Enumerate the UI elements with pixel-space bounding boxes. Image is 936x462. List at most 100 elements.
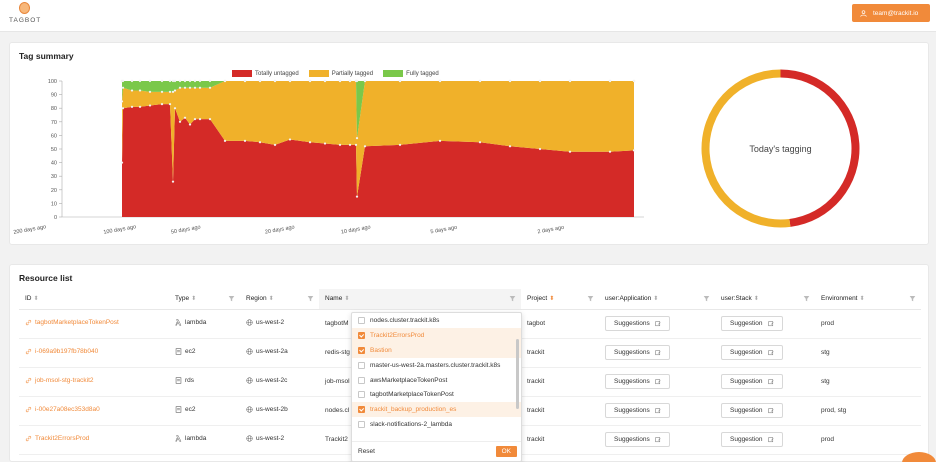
data-point[interactable]: [438, 79, 442, 83]
data-point[interactable]: [138, 105, 142, 108]
data-point[interactable]: [121, 107, 125, 110]
sort-icon[interactable]: ⬍: [549, 296, 555, 303]
data-point[interactable]: [178, 79, 182, 83]
sort-icon[interactable]: ⬍: [653, 296, 659, 303]
data-point[interactable]: [198, 79, 202, 83]
filter-option[interactable]: nodes.cluster.trackit.k8s: [352, 313, 521, 328]
filter-icon[interactable]: [909, 295, 916, 302]
data-point[interactable]: [538, 79, 542, 83]
sort-icon[interactable]: ⬍: [753, 296, 759, 303]
resource-id-link[interactable]: i-00e27a08ec353d8a0: [25, 406, 100, 413]
user-account-button[interactable]: team@trackit.io: [852, 4, 930, 22]
filter-option[interactable]: Trackit2ErrorsProd: [352, 327, 521, 343]
suggestions-button[interactable]: Suggestions: [605, 345, 670, 360]
checkbox[interactable]: [358, 391, 365, 399]
checkbox[interactable]: [358, 406, 365, 414]
data-point[interactable]: [130, 89, 134, 92]
data-point[interactable]: [120, 161, 124, 164]
data-point[interactable]: [160, 90, 164, 94]
filter-option[interactable]: Bastion: [352, 342, 521, 358]
data-point[interactable]: [183, 86, 187, 89]
data-point[interactable]: [355, 79, 359, 83]
resource-id-link[interactable]: i-069a9b197fb78b040: [25, 348, 98, 355]
filter-icon[interactable]: [228, 295, 235, 302]
filter-icon[interactable]: [509, 295, 516, 302]
suggestion-button[interactable]: Suggestion: [721, 432, 783, 447]
data-point[interactable]: [568, 150, 572, 153]
sort-icon[interactable]: ⬍: [859, 296, 865, 303]
data-point[interactable]: [173, 107, 177, 110]
filter-option[interactable]: slack-notifications-2_lambda: [352, 417, 521, 432]
data-point[interactable]: [178, 86, 182, 89]
data-point[interactable]: [208, 86, 212, 89]
data-point[interactable]: [130, 105, 134, 108]
data-point[interactable]: [632, 149, 636, 152]
data-point[interactable]: [338, 79, 342, 83]
checkbox[interactable]: [358, 346, 365, 354]
data-point[interactable]: [198, 117, 202, 121]
data-point[interactable]: [508, 145, 512, 148]
data-point[interactable]: [138, 79, 142, 83]
data-point[interactable]: [183, 79, 187, 83]
data-point[interactable]: [355, 195, 359, 198]
data-point[interactable]: [193, 79, 197, 83]
data-point[interactable]: [130, 79, 134, 83]
filter-icon[interactable]: [703, 295, 710, 302]
data-point[interactable]: [171, 90, 175, 94]
data-point[interactable]: [223, 139, 227, 142]
column-header-type[interactable]: Type ⬍: [169, 289, 240, 310]
data-point[interactable]: [148, 79, 152, 83]
tagbot-logo[interactable]: TAGBOT: [9, 2, 40, 28]
data-point[interactable]: [632, 79, 636, 83]
data-point[interactable]: [478, 141, 482, 144]
data-point[interactable]: [208, 117, 212, 121]
data-point[interactable]: [138, 89, 142, 92]
sort-icon[interactable]: ⬍: [344, 296, 350, 303]
filter-option[interactable]: trackit_backup_production_es: [352, 402, 521, 418]
data-point[interactable]: [363, 79, 367, 83]
filter-option[interactable]: master-us-west-2a.masters.cluster.tracki…: [352, 358, 521, 373]
data-point[interactable]: [348, 143, 352, 147]
dropdown-scrollbar[interactable]: [516, 339, 519, 409]
column-header-project[interactable]: Project ⬍: [521, 289, 599, 310]
data-point[interactable]: [171, 180, 175, 183]
filter-option[interactable]: awsMarketplaceTokenPost: [352, 373, 521, 388]
donut-slice[interactable]: [780, 69, 860, 227]
resource-id-link[interactable]: tagbotMarketplaceTokenPost: [25, 319, 119, 326]
data-point[interactable]: [188, 86, 192, 89]
data-point[interactable]: [168, 79, 172, 83]
suggestions-button[interactable]: Suggestions: [605, 316, 670, 331]
data-point[interactable]: [568, 79, 572, 83]
data-point[interactable]: [258, 141, 262, 144]
checkbox[interactable]: [358, 316, 365, 324]
data-point[interactable]: [338, 143, 342, 147]
data-point[interactable]: [188, 79, 192, 83]
sort-icon[interactable]: ⬍: [268, 296, 274, 303]
suggestion-button[interactable]: Suggestion: [721, 345, 783, 360]
data-point[interactable]: [193, 117, 197, 121]
filter-icon[interactable]: [587, 295, 594, 302]
data-point[interactable]: [348, 79, 352, 83]
suggestions-button[interactable]: Suggestions: [605, 374, 670, 389]
checkbox[interactable]: [358, 376, 365, 384]
data-point[interactable]: [398, 143, 402, 147]
sort-icon[interactable]: ⬍: [33, 296, 39, 303]
data-point[interactable]: [208, 79, 212, 83]
data-point[interactable]: [121, 86, 125, 89]
data-point[interactable]: [173, 79, 177, 83]
suggestion-button[interactable]: Suggestion: [721, 403, 783, 418]
data-point[interactable]: [323, 142, 327, 145]
checkbox[interactable]: [358, 361, 365, 369]
data-point[interactable]: [148, 104, 152, 107]
data-point[interactable]: [355, 136, 359, 140]
column-header-user-stack[interactable]: user:Stack ⬍: [715, 289, 815, 310]
legend-item-partial[interactable]: Partially tagged: [308, 70, 373, 77]
suggestion-button[interactable]: Suggestion: [721, 316, 783, 331]
data-point[interactable]: [288, 138, 292, 141]
sort-icon[interactable]: ⬍: [191, 296, 197, 303]
filter-option[interactable]: tagbotMarketplaceTokenPost: [352, 387, 521, 402]
column-header-name[interactable]: Name ⬍: [319, 289, 521, 310]
data-point[interactable]: [243, 139, 247, 142]
data-point[interactable]: [160, 102, 164, 106]
legend-item-fully[interactable]: Fully tagged: [383, 70, 439, 77]
